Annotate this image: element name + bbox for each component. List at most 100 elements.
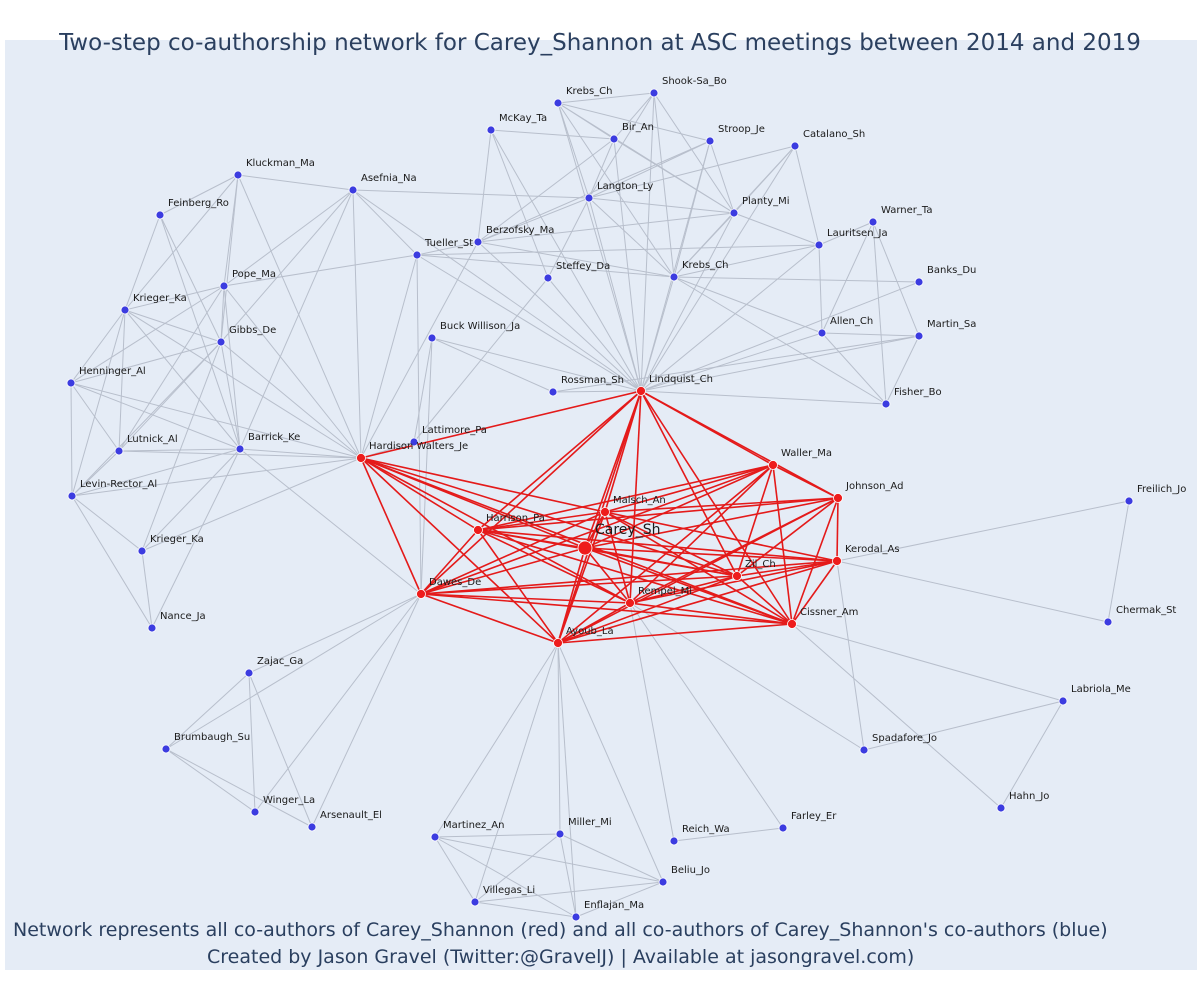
node-krieger-ka[interactable] [120, 305, 130, 315]
node-steffey-da[interactable] [543, 273, 553, 283]
node-fisher-bo[interactable] [881, 399, 891, 409]
node-lattimore-pa[interactable] [409, 437, 419, 447]
second-step-edge [159, 214, 241, 450]
node-martin-sa[interactable] [914, 331, 924, 341]
node-labriola-me[interactable] [1058, 696, 1068, 706]
node-krebs-ch-2[interactable] [669, 272, 679, 282]
node-villegas-li[interactable] [470, 897, 480, 907]
second-step-edge [248, 672, 256, 813]
node-allen-ch[interactable] [817, 328, 827, 338]
node-freilich-jo[interactable] [1124, 496, 1134, 506]
node-buck-willison-ja[interactable] [427, 333, 437, 343]
node-malsch-an[interactable] [600, 507, 610, 517]
second-step-edge [673, 276, 887, 405]
node-label-tueller-st: Tueller_St [424, 238, 473, 249]
node-martinez-an[interactable] [430, 832, 440, 842]
node-miller-mi[interactable] [555, 829, 565, 839]
node-zil-ch[interactable] [732, 571, 742, 581]
second-step-edge [474, 901, 577, 918]
node-hahn-jo[interactable] [996, 803, 1006, 813]
node-pope-ma[interactable] [219, 281, 229, 291]
node-brumbaugh-su[interactable] [161, 744, 171, 754]
node-lutnick-al[interactable] [114, 446, 124, 456]
node-barrick-ke[interactable] [235, 444, 245, 454]
node-arsenault-el[interactable] [307, 822, 317, 832]
second-step-edge [559, 833, 577, 918]
direct-edge [477, 529, 631, 604]
second-step-edge [821, 332, 920, 337]
node-spadafore-jo[interactable] [859, 745, 869, 755]
node-mckay-ta[interactable] [486, 125, 496, 135]
direct-edge [736, 560, 838, 577]
node-langton-ly[interactable] [584, 193, 594, 203]
node-carey-sh[interactable] [577, 540, 593, 556]
second-step-edge [821, 221, 874, 334]
node-cissner-am[interactable] [787, 619, 797, 629]
node-asefnia-na[interactable] [348, 185, 358, 195]
second-step-edge [360, 254, 418, 459]
direct-edge [557, 497, 839, 644]
second-step-edge [248, 672, 313, 828]
second-step-edge [1107, 500, 1130, 623]
node-reich-wa[interactable] [669, 836, 679, 846]
node-planty-mi[interactable] [729, 208, 739, 218]
direct-edge [477, 390, 642, 531]
node-rossman-sh[interactable] [548, 387, 558, 397]
node-tueller-st[interactable] [412, 250, 422, 260]
second-step-edge [124, 174, 239, 311]
second-step-edge [885, 335, 920, 405]
node-winger-la[interactable] [250, 807, 260, 817]
node-krebs-ch[interactable] [553, 98, 563, 108]
node-lauritsen-ja[interactable] [814, 240, 824, 250]
node-label-allen-ch: Allen_Ch [830, 316, 873, 327]
second-step-edge [237, 174, 362, 459]
node-hardison-walters-je[interactable] [356, 453, 366, 463]
second-step-edge [416, 254, 675, 278]
node-label-steffey-da: Steffey_Da [556, 261, 610, 272]
node-warner-ta[interactable] [868, 217, 878, 227]
node-harrison-pa[interactable] [473, 525, 483, 535]
node-gibbs-de[interactable] [216, 337, 226, 347]
node-dawes-de[interactable] [416, 589, 426, 599]
node-beliu-jo[interactable] [658, 877, 668, 887]
node-ayoub-la[interactable] [553, 638, 563, 648]
node-rempel-mi[interactable] [625, 598, 635, 608]
second-step-edge [434, 642, 559, 838]
node-label-berzofsky-ma: Berzofsky_Ma [486, 225, 554, 236]
node-henninger-al[interactable] [66, 378, 76, 388]
node-kerodal-as[interactable] [832, 556, 842, 566]
node-enflajan-ma[interactable] [571, 912, 581, 922]
node-shook-sa-bo[interactable] [649, 88, 659, 98]
node-farley-er[interactable] [778, 823, 788, 833]
second-step-edge [588, 138, 615, 199]
node-label-lattimore-pa: Lattimore_Pa [422, 425, 487, 436]
node-krieger-ka-2[interactable] [137, 546, 147, 556]
node-stroop-je[interactable] [705, 136, 715, 146]
node-feinberg-ro[interactable] [155, 210, 165, 220]
direct-edge [557, 575, 738, 644]
node-chermak-st[interactable] [1103, 617, 1113, 627]
direct-edge [584, 497, 839, 549]
node-nance-ja[interactable] [147, 623, 157, 633]
second-step-edge [70, 382, 241, 450]
node-johnson-ad[interactable] [833, 493, 843, 503]
second-step-edge [223, 285, 362, 459]
node-label-miller-mi: Miller_Mi [568, 817, 612, 828]
node-banks-du[interactable] [914, 277, 924, 287]
node-berzofsky-ma[interactable] [473, 237, 483, 247]
direct-edge [360, 457, 793, 625]
node-label-buck-willison-ja: Buck Willison_Ja [440, 321, 520, 332]
node-zajac-ga[interactable] [244, 668, 254, 678]
second-step-edge [248, 593, 422, 674]
node-bir-an[interactable] [609, 134, 619, 144]
second-step-edge [124, 214, 161, 311]
node-catalano-sh[interactable] [790, 141, 800, 151]
node-kluckman-ma[interactable] [233, 170, 243, 180]
node-lindquist-ch[interactable] [636, 386, 646, 396]
second-step-edge [477, 140, 711, 243]
node-levin-rector-al[interactable] [67, 491, 77, 501]
second-step-edge [821, 332, 887, 405]
second-step-edge [588, 197, 735, 214]
second-step-edge [557, 102, 675, 278]
node-waller-ma[interactable] [768, 460, 778, 470]
